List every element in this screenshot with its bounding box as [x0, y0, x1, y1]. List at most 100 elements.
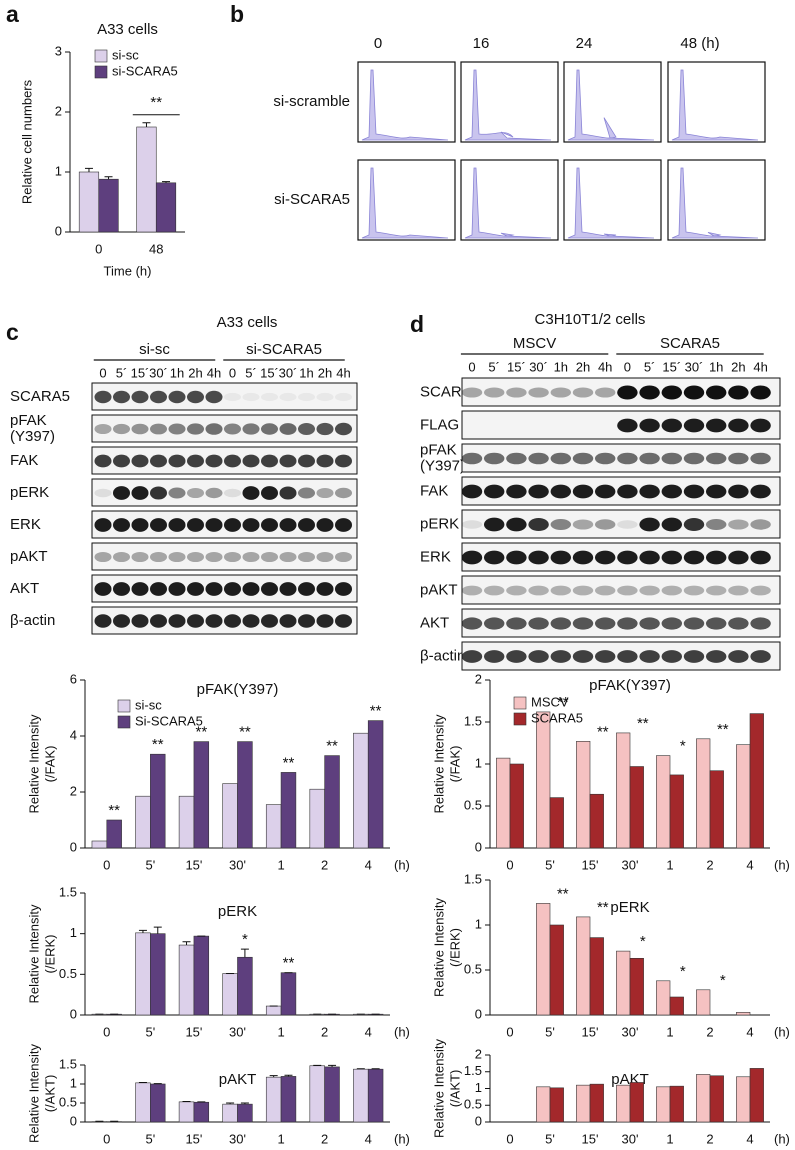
bar — [629, 1082, 644, 1123]
x-tick-label: 5' — [545, 1024, 555, 1039]
x-tick-label: 2 — [706, 857, 713, 872]
band — [594, 550, 616, 565]
group-label: si-sc — [139, 341, 170, 358]
y-tick-label: 4 — [70, 727, 77, 742]
band — [242, 582, 260, 596]
bar — [629, 766, 644, 849]
lane-label: 30´ — [529, 359, 548, 374]
band — [550, 585, 572, 596]
bar — [696, 738, 711, 849]
band — [186, 614, 205, 628]
band — [112, 551, 131, 563]
band — [279, 551, 297, 563]
bar — [150, 753, 166, 849]
band — [528, 387, 549, 398]
bar — [736, 1076, 751, 1123]
lane-label: 4h — [207, 365, 221, 380]
x-axis-label: Time (h) — [104, 263, 152, 278]
error-bar — [104, 176, 113, 180]
band — [131, 614, 149, 628]
lane-label: 0 — [99, 365, 106, 380]
band — [483, 387, 505, 398]
band — [550, 617, 572, 630]
significance: ** — [370, 703, 382, 720]
histogram — [464, 69, 552, 141]
chart-title: pERK — [218, 903, 257, 920]
y-tick-label: 2 — [55, 103, 62, 118]
y-axis-label: (/FAK) — [42, 746, 57, 783]
bar — [496, 757, 511, 849]
band — [186, 390, 205, 404]
bar — [178, 1101, 195, 1123]
band — [149, 486, 168, 500]
histogram — [567, 69, 655, 141]
y-tick-label: 1.5 — [59, 1056, 77, 1071]
bar — [549, 924, 564, 1016]
band — [112, 486, 131, 500]
band — [528, 650, 549, 663]
band — [168, 390, 186, 404]
x-tick-label: 30' — [622, 1024, 639, 1039]
bar — [656, 980, 671, 1016]
bar — [736, 744, 751, 849]
band — [112, 614, 131, 628]
significance: * — [680, 963, 686, 980]
x-tick-label: 4 — [746, 1131, 753, 1146]
column-label: 0 — [374, 35, 382, 52]
band — [186, 551, 205, 563]
band — [260, 454, 279, 468]
bar — [193, 935, 210, 1016]
x-tick-label: 30' — [622, 1131, 639, 1146]
band — [661, 650, 683, 663]
band — [334, 551, 353, 563]
band — [316, 422, 334, 436]
significance: ** — [150, 94, 162, 111]
bar — [280, 1076, 297, 1123]
band — [506, 650, 527, 663]
band — [683, 650, 705, 663]
significance: ** — [557, 885, 569, 902]
x-tick-label: 1 — [666, 1024, 673, 1039]
lane-label: 1h — [709, 359, 723, 374]
error-bar — [182, 941, 191, 946]
band — [205, 518, 223, 532]
bar — [749, 1068, 764, 1123]
band — [728, 550, 749, 565]
band — [149, 454, 168, 468]
band — [506, 484, 527, 499]
significance: ** — [195, 724, 207, 741]
band — [94, 390, 112, 404]
y-axis-label: (/ERK) — [447, 928, 462, 967]
legend-swatch — [94, 65, 108, 79]
band — [705, 650, 727, 663]
legend-label: si-sc — [112, 47, 139, 62]
band — [242, 518, 260, 532]
lane-label: 5´ — [644, 359, 656, 374]
band — [506, 550, 527, 565]
band — [260, 551, 279, 563]
band — [683, 418, 705, 433]
band — [639, 385, 660, 400]
lane-label: 0 — [624, 359, 631, 374]
row-label: SCARA5 — [10, 388, 70, 405]
blot-title: C3H10T1/2 cells — [535, 311, 646, 328]
band — [683, 517, 705, 532]
band — [168, 518, 186, 532]
bar — [150, 1083, 166, 1123]
band — [550, 452, 572, 465]
x-tick-label: 5' — [545, 1131, 555, 1146]
band — [316, 518, 334, 532]
legend-label: si-sc — [135, 697, 162, 712]
bar — [193, 741, 210, 849]
y-tick-label: 1 — [70, 1075, 77, 1090]
band — [639, 517, 660, 532]
significance: * — [242, 931, 248, 948]
legend-swatch — [117, 699, 131, 713]
band — [639, 452, 660, 465]
y-axis-label: Relative Intensity — [26, 714, 41, 813]
y-tick-label: 0 — [70, 839, 77, 854]
bar — [367, 1068, 384, 1123]
band — [639, 550, 660, 565]
band — [461, 585, 483, 596]
